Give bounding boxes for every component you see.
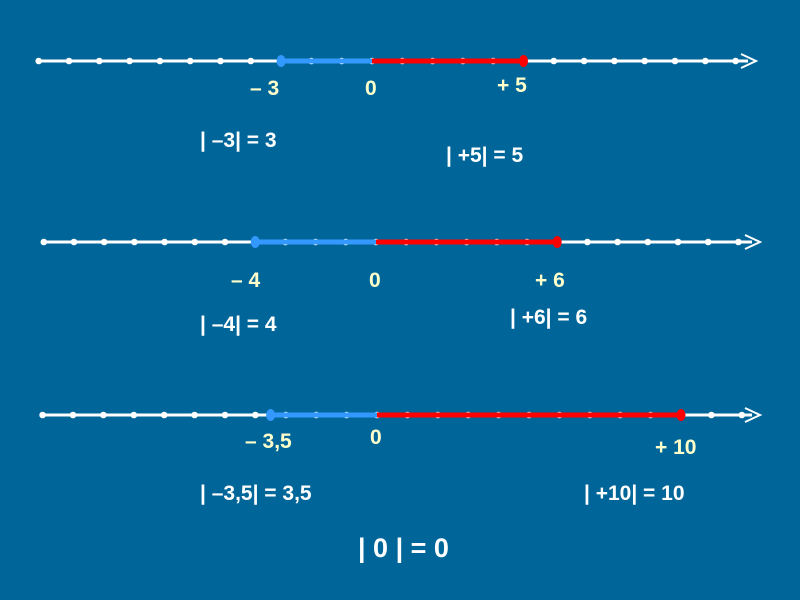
tick-mark [35, 57, 42, 65]
tick-mark [191, 411, 198, 419]
tick-mark [611, 57, 618, 65]
tick-mark [738, 411, 746, 419]
tick-mark [186, 57, 194, 65]
tick-mark [40, 238, 48, 246]
label-zero-3: 0 [370, 426, 382, 449]
tick-mark [702, 57, 709, 65]
arrow-icon [744, 407, 763, 423]
label-negative-2: – 4 [231, 269, 261, 292]
tick-mark [131, 238, 138, 246]
negative-point [276, 55, 286, 67]
equation-negative-1: | –3| = 3 [200, 129, 277, 152]
positive-point [519, 55, 528, 67]
equation-positive-2: | +6| = 6 [510, 306, 588, 329]
tick-mark [580, 57, 588, 65]
label-positive-1: + 5 [497, 74, 527, 97]
arrow-icon [740, 53, 759, 69]
tick-mark [614, 238, 621, 246]
label-zero-2: 0 [369, 269, 381, 292]
label-negative-1: – 3 [250, 77, 280, 100]
tick-mark [550, 57, 558, 65]
negative-point [266, 409, 276, 421]
tick-mark [39, 411, 46, 419]
tick-mark [247, 57, 255, 65]
tick-mark [130, 411, 138, 419]
tick-mark [100, 411, 107, 419]
tick-mark [708, 411, 715, 419]
tick-mark [70, 238, 78, 246]
tick-mark [584, 238, 591, 246]
tick-mark [252, 411, 259, 419]
tick-mark [221, 411, 229, 419]
positive-point [676, 409, 686, 421]
tick-mark [69, 411, 77, 419]
tick-mark [217, 57, 224, 65]
equation-negative-2: | –4| = 4 [200, 313, 277, 336]
tick-mark [191, 238, 199, 246]
label-negative-3: – 3,5 [245, 430, 292, 453]
tick-mark [221, 238, 229, 246]
equation-negative-3: | –3,5| = 3,5 [200, 482, 312, 505]
tick-mark [732, 57, 739, 65]
tick-mark [704, 238, 712, 246]
tick-mark [674, 238, 682, 246]
equation-positive-1: | +5| = 5 [446, 144, 524, 167]
tick-mark [160, 411, 168, 419]
negative-point [250, 236, 260, 248]
equation-positive-3: | +10| = 10 [584, 482, 685, 505]
positive-point [552, 236, 562, 248]
tick-mark [641, 57, 648, 65]
tick-mark [156, 57, 164, 65]
tick-mark [735, 238, 742, 246]
tick-mark [65, 57, 73, 65]
tick-mark [100, 238, 108, 246]
tick-mark [96, 57, 103, 65]
tick-mark [126, 57, 133, 65]
tick-mark [161, 238, 168, 246]
arrow-icon [744, 234, 763, 250]
tick-mark [644, 238, 652, 246]
equation-zero: | 0 | = 0 [358, 533, 449, 563]
tick-mark [671, 57, 679, 65]
label-positive-2: + 6 [535, 269, 565, 292]
label-positive-3: + 10 [655, 436, 697, 459]
label-zero-1: 0 [365, 77, 377, 100]
